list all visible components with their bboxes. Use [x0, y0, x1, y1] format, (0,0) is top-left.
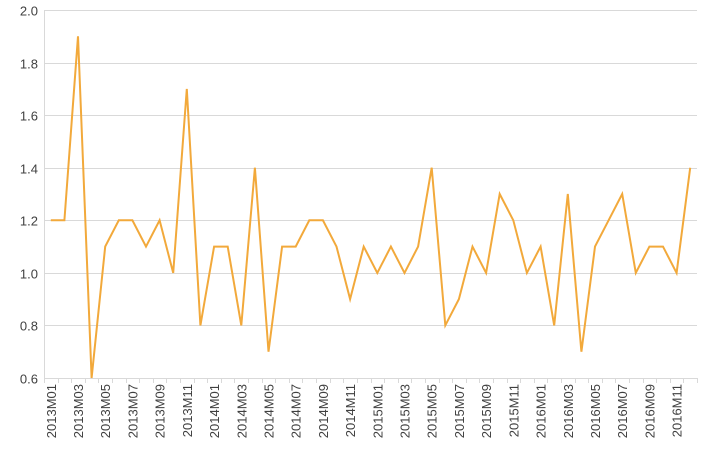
- x-tick-label: 2013M03: [71, 384, 86, 438]
- x-tick-label: 2014M03: [234, 384, 249, 438]
- x-tick-label: 2015M07: [452, 384, 467, 438]
- gridlines: [44, 10, 697, 379]
- series-layer: [50, 36, 692, 379]
- x-tick-label: 2013M07: [125, 384, 140, 438]
- x-tick-label: 2015M11: [506, 384, 521, 437]
- x-tick-label: 2016M07: [615, 384, 630, 438]
- axes: [44, 10, 698, 383]
- x-tick-label: 2016M09: [642, 384, 657, 438]
- x-tick-label: 2016M03: [561, 384, 576, 438]
- x-tick-label: 2013M05: [98, 384, 113, 438]
- x-tick-label: 2014M05: [261, 384, 276, 438]
- y-tick-label: 1.2: [20, 214, 38, 229]
- x-tick-label: 2014M01: [207, 384, 222, 438]
- x-tick-label: 2015M09: [479, 384, 494, 438]
- y-tick-label: 1.4: [20, 162, 38, 177]
- x-tick-label: 2014M07: [289, 384, 304, 438]
- y-tick-label: 1.0: [20, 267, 38, 282]
- x-tick-labels: 2013M01 2013M03 2013M05 2013M07 2013M09 2013M…: [44, 384, 685, 438]
- x-tick-label: 2013M11: [180, 384, 195, 437]
- x-tick-label: 2016M01: [534, 384, 549, 438]
- x-tick-label: 2014M09: [316, 384, 331, 438]
- y-tick-labels: 0.6 0.8 1.0 1.2 1.4 1.6 1.8 2.0: [20, 4, 38, 387]
- x-tick-label: 2013M01: [44, 384, 59, 438]
- x-tick-label: 2015M03: [398, 384, 413, 438]
- y-tick-label: 1.8: [20, 57, 38, 72]
- y-tick-label: 1.6: [20, 109, 38, 124]
- x-tick-label: 2015M05: [425, 384, 440, 438]
- series-line-0: [50, 36, 692, 379]
- x-tick-label: 2016M05: [588, 384, 603, 438]
- x-tick-label: 2013M09: [153, 384, 168, 438]
- x-tick-label: 2016M11: [670, 384, 685, 437]
- y-tick-label: 2.0: [20, 4, 38, 19]
- y-tick-label: 0.8: [20, 319, 38, 334]
- y-tick-label: 0.6: [20, 372, 38, 387]
- x-tick-label: 2015M01: [370, 384, 385, 438]
- x-tick-label: 2014M11: [343, 384, 358, 437]
